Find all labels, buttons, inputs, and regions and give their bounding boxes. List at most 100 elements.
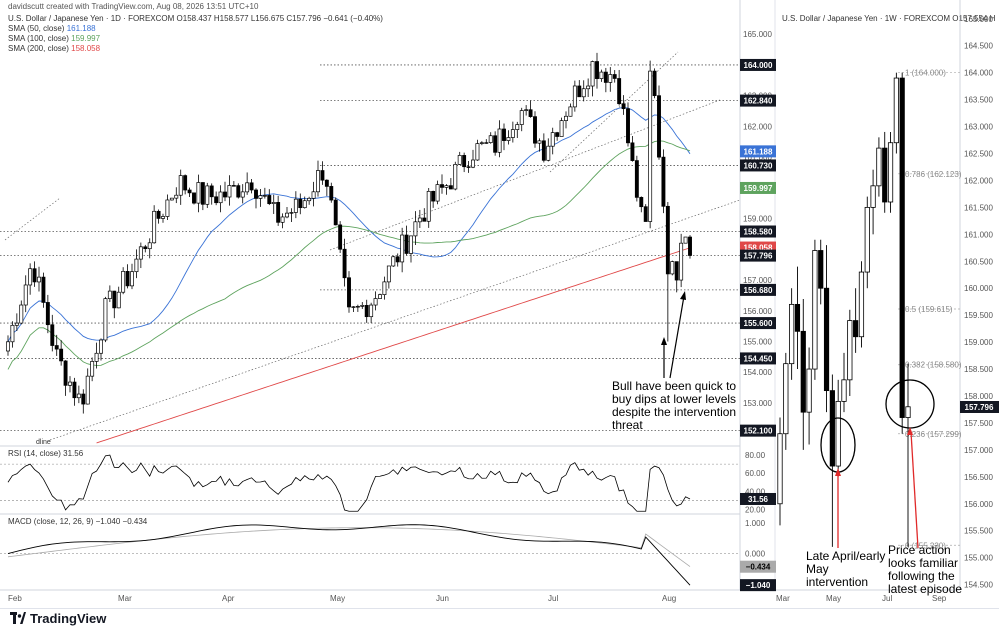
daily-candle [72,381,77,399]
daily-candle [262,195,267,197]
sma-100-label: SMA (100, close) [8,34,69,43]
daily-candle [307,197,312,202]
right-time-axis: Mar May Jul Sep [776,594,947,603]
daily-candle [457,155,462,165]
rsi-axis-label-3: 20.00 [745,505,766,514]
daily-candle [236,185,241,198]
sma-200-label: SMA (200, close) [8,44,69,53]
tradingview-logo[interactable]: TradingView [10,611,106,626]
daily-candle [391,256,396,267]
daily-candle [302,200,307,209]
sma-50-value: 161.188 [66,24,96,33]
weekly-candle-5 [806,368,812,413]
daily-candle [196,182,201,204]
right-axis-label-8: 161.000 [964,230,993,239]
left-trendlines[interactable]: dline [4,51,741,446]
daily-candle [45,302,50,326]
right-axis-label-1: 164.500 [964,42,993,51]
daily-candle [448,185,453,190]
weekly-candle-4 [800,330,806,413]
daily-candle [293,198,298,213]
price-tag-bg-10 [740,352,776,365]
daily-candle [524,109,529,111]
daily-candle [386,265,391,283]
macd-axis-label-1: 0.000 [745,550,766,559]
daily-candle [6,341,10,352]
daily-candle [214,196,219,204]
daily-candle [546,145,551,161]
weekly-candle-14 [858,271,865,338]
right-axis-label-22: 154.500 [964,581,993,590]
rsi-legend[interactable]: RSI (14, close) 31.56 [8,449,83,459]
price-tag-bg-5 [740,225,776,238]
price-tag-0: 164.000 [744,61,773,70]
daily-candle [205,185,210,205]
left-title: U.S. Dollar / Japanese Yen · 1D · FOREXC… [8,14,175,23]
right-axis-label-9: 160.500 [964,257,993,266]
right-axis-label-18: 156.500 [964,473,993,482]
sma-50-legend[interactable]: SMA (50, close) 161.188 [8,24,383,34]
daily-candle [289,212,294,214]
daily-candle [187,189,192,194]
left-price-axis: 165.000163.000162.000161.000159.000157.0… [743,30,772,408]
daily-candle [329,186,334,201]
macd-axis-label-0: 1.000 [745,519,766,528]
daily-candle [497,128,502,153]
fib-label-3: 0.382 (158.580) [905,361,962,370]
left-axis-label-5: 157.000 [743,276,772,285]
daily-candle [378,294,382,299]
left-axis-label-9: 153.000 [743,399,772,408]
left-price-tags: 164.000 162.840 161.188 160.730 159.997 158.5… [740,58,776,437]
price-tag-bg-7 [740,249,776,262]
daily-candle [174,194,179,199]
daily-candle [169,197,174,201]
right-axis-label-20: 155.500 [964,527,993,536]
rsi-value: 31.56 [63,449,84,458]
daily-candle [276,202,281,223]
price-tag-bg-11 [740,424,776,437]
daily-candle [471,159,475,168]
weekly-candle-21 [899,77,905,418]
daily-candle [409,235,413,254]
daily-candle [670,261,675,275]
daily-candle [555,132,560,137]
daily-candle [19,304,24,324]
daily-candle [422,217,427,222]
daily-candle [85,375,90,405]
weekly-candle-11 [841,379,847,402]
sma-200-legend[interactable]: SMA (200, close) 158.058 [8,44,383,54]
left-x-label-5: Jul [548,594,558,603]
daily-candle [50,324,55,346]
right-axis-label-10: 160.000 [964,284,993,293]
weekly-candle-3 [794,303,801,332]
daily-candle [426,190,431,222]
daily-candle [533,116,537,144]
left-axis-label-3: 161.000 [743,153,772,162]
daily-candle [435,184,440,202]
macd-tag-0: −0.434 [746,563,771,572]
macd-tag-1: −1.040 [746,581,771,590]
daily-candle [231,185,236,187]
macd-legend[interactable]: MACD (close, 12, 26, 9) −1.040 −0.434 [8,517,147,527]
chart-credit: davidscutt created with TradingView.com,… [8,2,259,11]
daily-candle [488,135,493,143]
daily-candle [572,85,577,108]
daily-candle [76,393,81,399]
sma-100-legend[interactable]: SMA (100, close) 159.997 [8,34,383,44]
daily-candle [617,78,622,105]
macd-pane: 1.000 0.000 −0.434 −1.040 [0,519,776,592]
daily-candle [528,109,533,117]
daily-candle [369,304,374,318]
right-annotation-left: Late April/early May intervention [806,549,886,589]
chart-canvas[interactable]: dline 165.000 163.000 162.000 161.000 159.00… [0,0,999,608]
right-fib-levels[interactable]: 1 (164.000) 0.786 (162.123) 0.5 (159.615) 0… [898,69,962,551]
trendline-label: dline [36,439,51,446]
rsi-tag-bg [740,492,776,505]
left-ohlc: O158.437 H158.577 L156.675 C157.796 −0.6… [176,14,383,23]
daily-candle [502,128,506,141]
price-tag-5: 158.580 [744,228,773,237]
right-annotation-right: Price action looks familiar following th… [888,543,963,596]
daily-candle [156,210,161,219]
daily-candle [608,74,613,83]
daily-candle [23,284,28,306]
